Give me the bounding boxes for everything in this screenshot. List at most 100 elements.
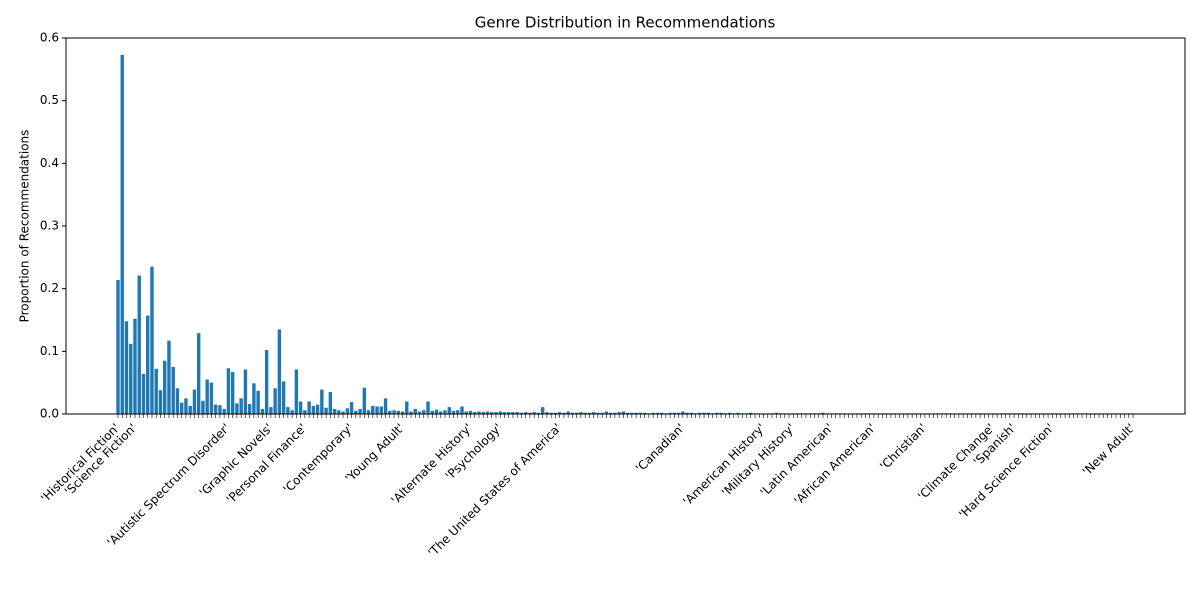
- bar: [536, 412, 541, 414]
- bar: [392, 410, 396, 414]
- bar: [672, 412, 677, 414]
- bar: [311, 405, 316, 414]
- bar: [180, 402, 184, 414]
- bar: [715, 412, 719, 414]
- bar: [659, 412, 664, 414]
- axes-frame: [65, 37, 1186, 415]
- bar: [413, 408, 417, 414]
- bar: [625, 412, 630, 414]
- bar: [154, 368, 158, 414]
- bar: [430, 410, 434, 414]
- bar: [375, 406, 379, 414]
- bar: [405, 401, 409, 414]
- bar: [515, 412, 519, 414]
- bar: [422, 410, 426, 414]
- bar: [613, 412, 617, 414]
- bar: [498, 411, 502, 414]
- bar: [583, 412, 587, 414]
- y-tick-label: 0.3: [40, 219, 59, 233]
- bar: [621, 411, 626, 414]
- bar: [247, 403, 252, 414]
- bar: [685, 412, 689, 414]
- bar: [651, 412, 655, 414]
- bar: [205, 379, 209, 414]
- bar: [774, 412, 778, 414]
- x-tick-label: 'Historical Fiction': [38, 421, 123, 506]
- bar: [600, 412, 604, 414]
- y-axis-label: Proportion of Recommendations: [18, 130, 32, 323]
- bar: [528, 412, 532, 414]
- bar: [243, 369, 248, 414]
- bar: [400, 411, 405, 414]
- bar: [290, 410, 294, 414]
- bar: [553, 412, 558, 414]
- bar: [655, 412, 660, 414]
- x-tick-label: 'New Adult': [1080, 421, 1138, 479]
- bar: [532, 412, 536, 414]
- bar: [485, 411, 490, 414]
- bar: [324, 407, 328, 414]
- bar: [298, 401, 303, 414]
- x-tick-label: 'Christian': [877, 421, 929, 473]
- bar: [230, 372, 235, 414]
- bar: [702, 412, 706, 414]
- bar: [150, 266, 154, 414]
- bar: [222, 408, 226, 414]
- bar: [456, 410, 460, 414]
- bar: [574, 412, 579, 414]
- bar: [468, 410, 473, 414]
- bar: [698, 412, 702, 414]
- bar: [209, 382, 214, 414]
- bar: [481, 412, 485, 414]
- bar: [175, 388, 180, 414]
- bar: [184, 398, 188, 414]
- bar: [218, 405, 222, 414]
- bar: [634, 412, 638, 414]
- bar: [294, 369, 299, 414]
- bar: [540, 407, 545, 414]
- bar: [630, 412, 634, 414]
- bar: [587, 412, 592, 414]
- bar: [120, 54, 124, 415]
- bar: [379, 406, 384, 414]
- bar: [727, 412, 732, 414]
- bar: [226, 368, 231, 414]
- bar: [494, 412, 498, 414]
- bar: [562, 412, 566, 414]
- y-tick-label: 0.1: [40, 344, 59, 358]
- bar: [141, 373, 146, 414]
- bar: [341, 411, 345, 414]
- bar: [557, 412, 562, 414]
- bar: [519, 412, 524, 414]
- bar: [604, 411, 609, 414]
- bar: [689, 412, 694, 414]
- bar: [676, 412, 681, 414]
- bar: [502, 412, 507, 414]
- bar: [337, 410, 341, 414]
- bar: [354, 410, 358, 414]
- bar: [332, 408, 337, 414]
- bar: [252, 383, 256, 414]
- bar: [171, 367, 175, 414]
- bar: [426, 401, 430, 414]
- chart-title: Genre Distribution in Recommendations: [475, 14, 776, 32]
- bar: [383, 398, 388, 414]
- bar: [443, 410, 447, 414]
- bar: [579, 412, 583, 414]
- x-tick-label: 'Latin American': [757, 421, 836, 500]
- bar: [328, 392, 333, 414]
- bar: [668, 412, 672, 414]
- bar: [736, 412, 740, 414]
- bar: [315, 404, 320, 414]
- bar: [545, 412, 549, 414]
- bar: [638, 412, 643, 414]
- bar: [409, 411, 413, 414]
- bar: [235, 403, 239, 414]
- x-tick-label: 'Canadian': [633, 421, 688, 476]
- bar: [167, 340, 171, 414]
- bar: [507, 412, 511, 414]
- bar: [447, 407, 451, 414]
- bar: [129, 343, 133, 414]
- bar: [749, 412, 753, 414]
